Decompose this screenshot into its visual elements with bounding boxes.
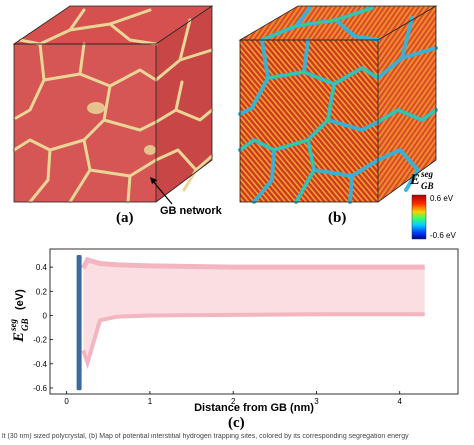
gb-network-a <box>12 8 214 204</box>
colorbar-gradient <box>411 194 427 240</box>
gb-network-b-core <box>239 7 437 203</box>
series-blue-band <box>76 255 82 391</box>
colorbar-min-label: -0.6 eV <box>430 231 456 240</box>
x-axis-label: Distance from GB (nm) <box>194 402 314 414</box>
colorbar-max-label: 0.6 eV <box>430 194 454 203</box>
y-tick-label: -0.2 <box>33 336 47 345</box>
panel-c-label: (c) <box>228 415 245 431</box>
gb-junction-a <box>144 145 156 155</box>
cube-b <box>238 5 438 204</box>
gb-network-label: GB network <box>160 205 223 217</box>
panel-b-label: (b) <box>328 210 346 226</box>
svg-text:E: E <box>11 332 27 343</box>
figure-caption: lt (30 nm) sized polycrystal, (b) Map of… <box>2 433 409 440</box>
gb-junction-a <box>87 102 105 114</box>
x-tick-label: 1 <box>148 397 153 406</box>
y-tick-label: -0.4 <box>33 360 47 369</box>
series-pink-upper <box>81 256 425 270</box>
colorbar: E seg GB 0.6 eV -0.6 eV <box>409 169 456 240</box>
y-axis-label: E seg GB (eV) <box>8 289 30 343</box>
colorbar-title: E <box>409 172 420 188</box>
cube-a <box>12 5 214 204</box>
chart-c: 0 1 2 3 4 -0.6 -0.4 -0.2 0 0.2 0.4 Distance from G… <box>8 248 459 414</box>
svg-text:seg: seg <box>8 319 18 332</box>
gb-network-arrow <box>151 179 173 205</box>
y-tick-label: 0.2 <box>36 287 48 296</box>
x-tick-label: 2 <box>231 397 236 406</box>
y-tick-label: 0 <box>43 311 48 320</box>
series-pink-band <box>83 258 425 364</box>
gb-network-arrowhead <box>150 177 157 184</box>
y-tick-label: 0.4 <box>36 263 48 272</box>
svg-text:GB: GB <box>20 318 30 331</box>
colorbar-title-sup: seg <box>420 169 433 179</box>
colorbar-title-sub: GB <box>421 181 434 191</box>
y-tick-label: -0.6 <box>33 384 47 393</box>
svg-text:(eV): (eV) <box>14 289 26 310</box>
x-tick-label: 4 <box>397 397 402 406</box>
x-tick-label: 3 <box>314 397 319 406</box>
chart-frame <box>49 248 459 395</box>
series-pink-lower <box>81 312 425 370</box>
x-tick-label: 0 <box>64 397 69 406</box>
panel-a-label: (a) <box>116 210 134 226</box>
